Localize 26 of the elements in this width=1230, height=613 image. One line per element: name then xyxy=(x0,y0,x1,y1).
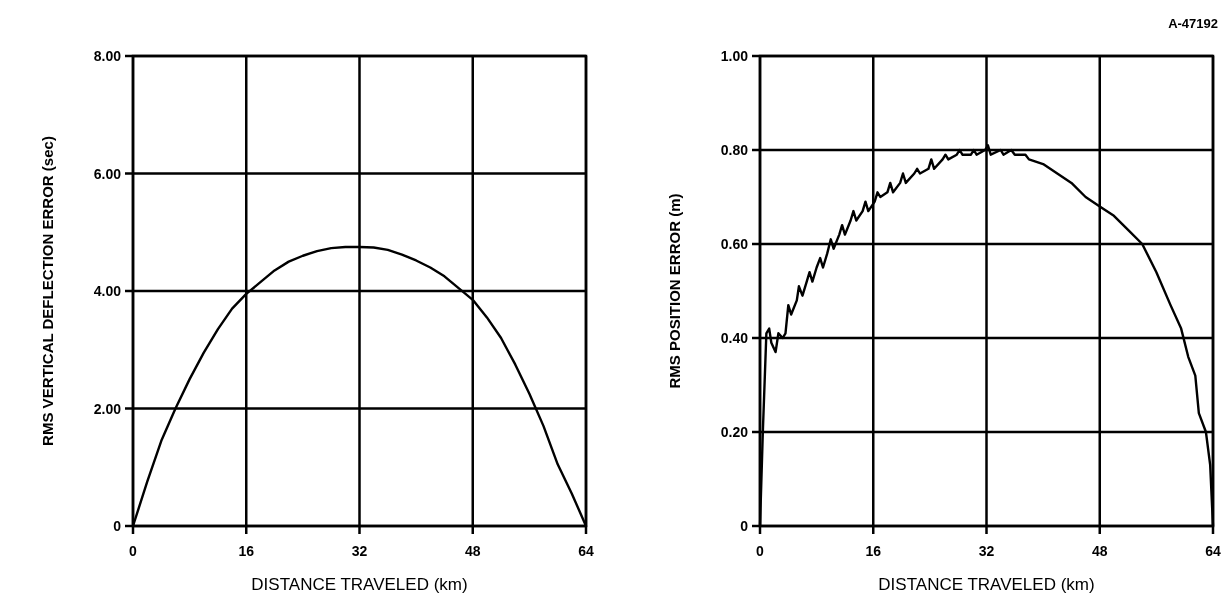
x-tick-label: 48 xyxy=(1091,543,1108,559)
y-tick-label: 0 xyxy=(740,518,749,534)
x-tick-label: 0 xyxy=(756,543,765,559)
x-tick-label: 64 xyxy=(1205,543,1221,559)
x-tick-label: 16 xyxy=(238,543,255,559)
y-tick-label: 0.80 xyxy=(720,142,749,158)
y-tick-label: 6.00 xyxy=(93,165,122,182)
y-tick-label: 0.60 xyxy=(720,236,749,252)
y-tick-label: 1.00 xyxy=(720,48,749,64)
x-tick-label: 64 xyxy=(578,543,594,559)
y-tick-label: 0 xyxy=(113,518,122,534)
x-tick-label: 32 xyxy=(978,543,995,559)
y-tick-label: 0.40 xyxy=(720,330,749,346)
x-tick-label: 0 xyxy=(129,543,138,559)
x-tick-label: 16 xyxy=(865,543,882,559)
x-axis-title: DISTANCE TRAVELED (km) xyxy=(251,575,468,594)
y-tick-label: 4.00 xyxy=(93,283,122,299)
y-tick-label: 0.20 xyxy=(720,424,749,440)
y-tick-label: 8.00 xyxy=(93,48,122,64)
y-axis-title: RMS POSITION ERROR (m) xyxy=(666,193,683,389)
x-axis-title: DISTANCE TRAVELED (km) xyxy=(878,575,1095,594)
x-tick-label: 48 xyxy=(464,543,481,559)
text: A-47192 xyxy=(1168,16,1218,31)
y-tick-label: 2.00 xyxy=(93,400,122,417)
x-tick-label: 32 xyxy=(351,543,368,559)
y-axis-title: RMS VERTICAL DEFLECTION ERROR (sec) xyxy=(39,136,56,446)
